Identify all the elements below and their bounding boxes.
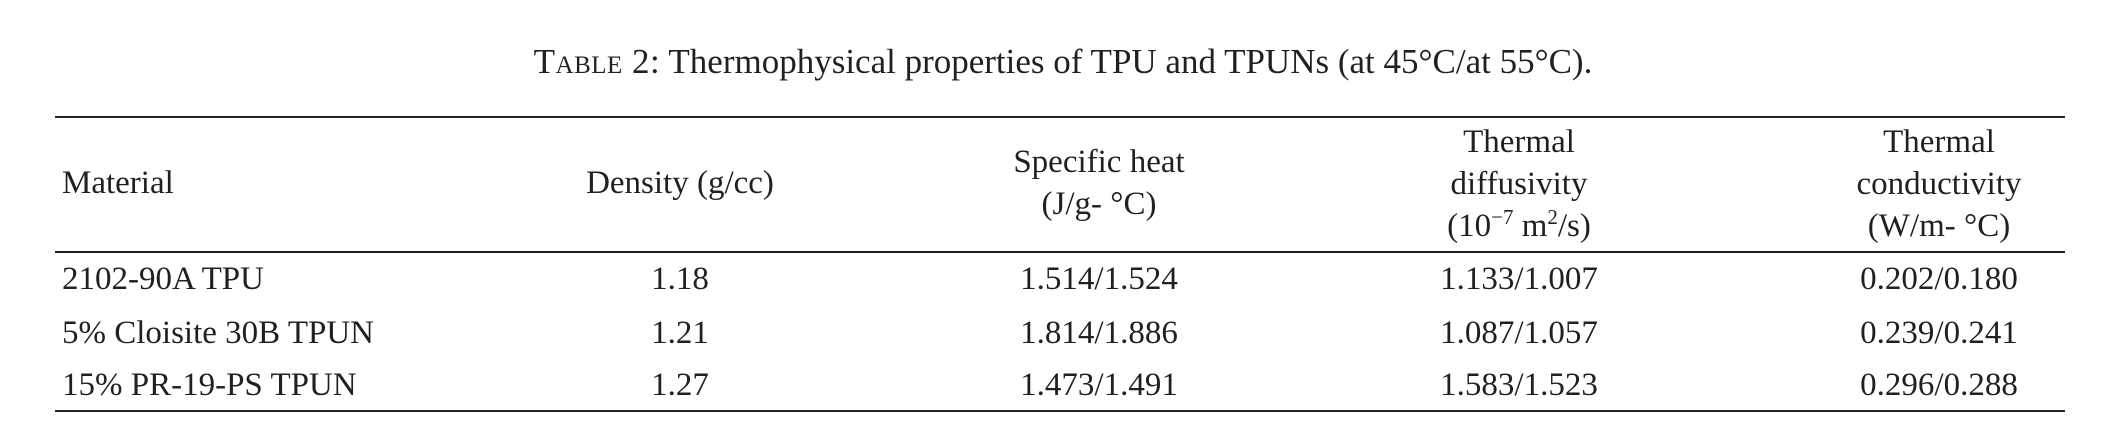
header-material: Material [62, 165, 174, 201]
row-3-density: 1.27 [651, 367, 709, 403]
row-1-specific-heat: 1.514/1.524 [1020, 261, 1178, 297]
row-1-thermal-conductivity: 0.202/0.180 [1860, 261, 2018, 297]
table-caption-text: Thermophysical properties of TPU and TPU… [668, 42, 1593, 81]
header-thermal-diffusivity-unit-b: m [1513, 208, 1548, 244]
header-thermal-diffusivity-square: 2 [1547, 205, 1558, 229]
row-2-material: 5% Cloisite 30B TPUN [62, 315, 375, 351]
header-thermal-diffusivity-unit-c: /s) [1557, 208, 1591, 244]
row-3-thermal-conductivity: 0.296/0.288 [1860, 367, 2018, 403]
header-thermal-diffusivity-line-2: diffusivity [1450, 166, 1588, 202]
table-top-rule [55, 116, 2065, 118]
header-thermal-conductivity-line-1: Thermal [1883, 124, 1995, 160]
table-caption-label: Table 2: [533, 42, 661, 81]
table-bottom-rule [55, 410, 2065, 412]
row-2-specific-heat: 1.814/1.886 [1020, 315, 1178, 351]
header-thermal-diffusivity-exponent: −7 [1491, 205, 1514, 229]
header-thermal-diffusivity: Thermal diffusivity (10−7 m2/s) [1447, 121, 1591, 247]
header-thermal-diffusivity-line-1: Thermal [1463, 124, 1575, 160]
row-3-specific-heat: 1.473/1.491 [1020, 367, 1178, 403]
header-thermal-conductivity-line-3: (W/m- °C) [1867, 208, 2011, 244]
row-2-density: 1.21 [651, 315, 709, 351]
table-header-rule [55, 251, 2065, 253]
row-3-material: 15% PR-19-PS TPUN [62, 367, 357, 403]
row-3-thermal-diffusivity: 1.583/1.523 [1440, 367, 1598, 403]
header-density: Density (g/cc) [586, 165, 774, 201]
header-thermal-conductivity-line-2: conductivity [1856, 166, 2022, 202]
row-1-material: 2102-90A TPU [62, 261, 264, 297]
header-thermal-conductivity: Thermal conductivity (W/m- °C) [1857, 121, 2022, 247]
row-2-thermal-diffusivity: 1.087/1.057 [1440, 315, 1598, 351]
header-specific-heat-line-2: (J/g- °C) [1041, 186, 1157, 222]
row-1-thermal-diffusivity: 1.133/1.007 [1440, 261, 1598, 297]
header-specific-heat: Specific heat (J/g- °C) [1013, 141, 1184, 225]
table-caption: Table 2: Thermophysical properties of TP… [0, 40, 2126, 84]
header-specific-heat-line-1: Specific heat [1013, 144, 1185, 180]
header-thermal-diffusivity-line-3: (10−7 m2/s) [1447, 205, 1591, 247]
row-1-density: 1.18 [651, 261, 709, 297]
header-thermal-diffusivity-unit-a: (10 [1447, 208, 1492, 244]
row-2-thermal-conductivity: 0.239/0.241 [1860, 315, 2018, 351]
